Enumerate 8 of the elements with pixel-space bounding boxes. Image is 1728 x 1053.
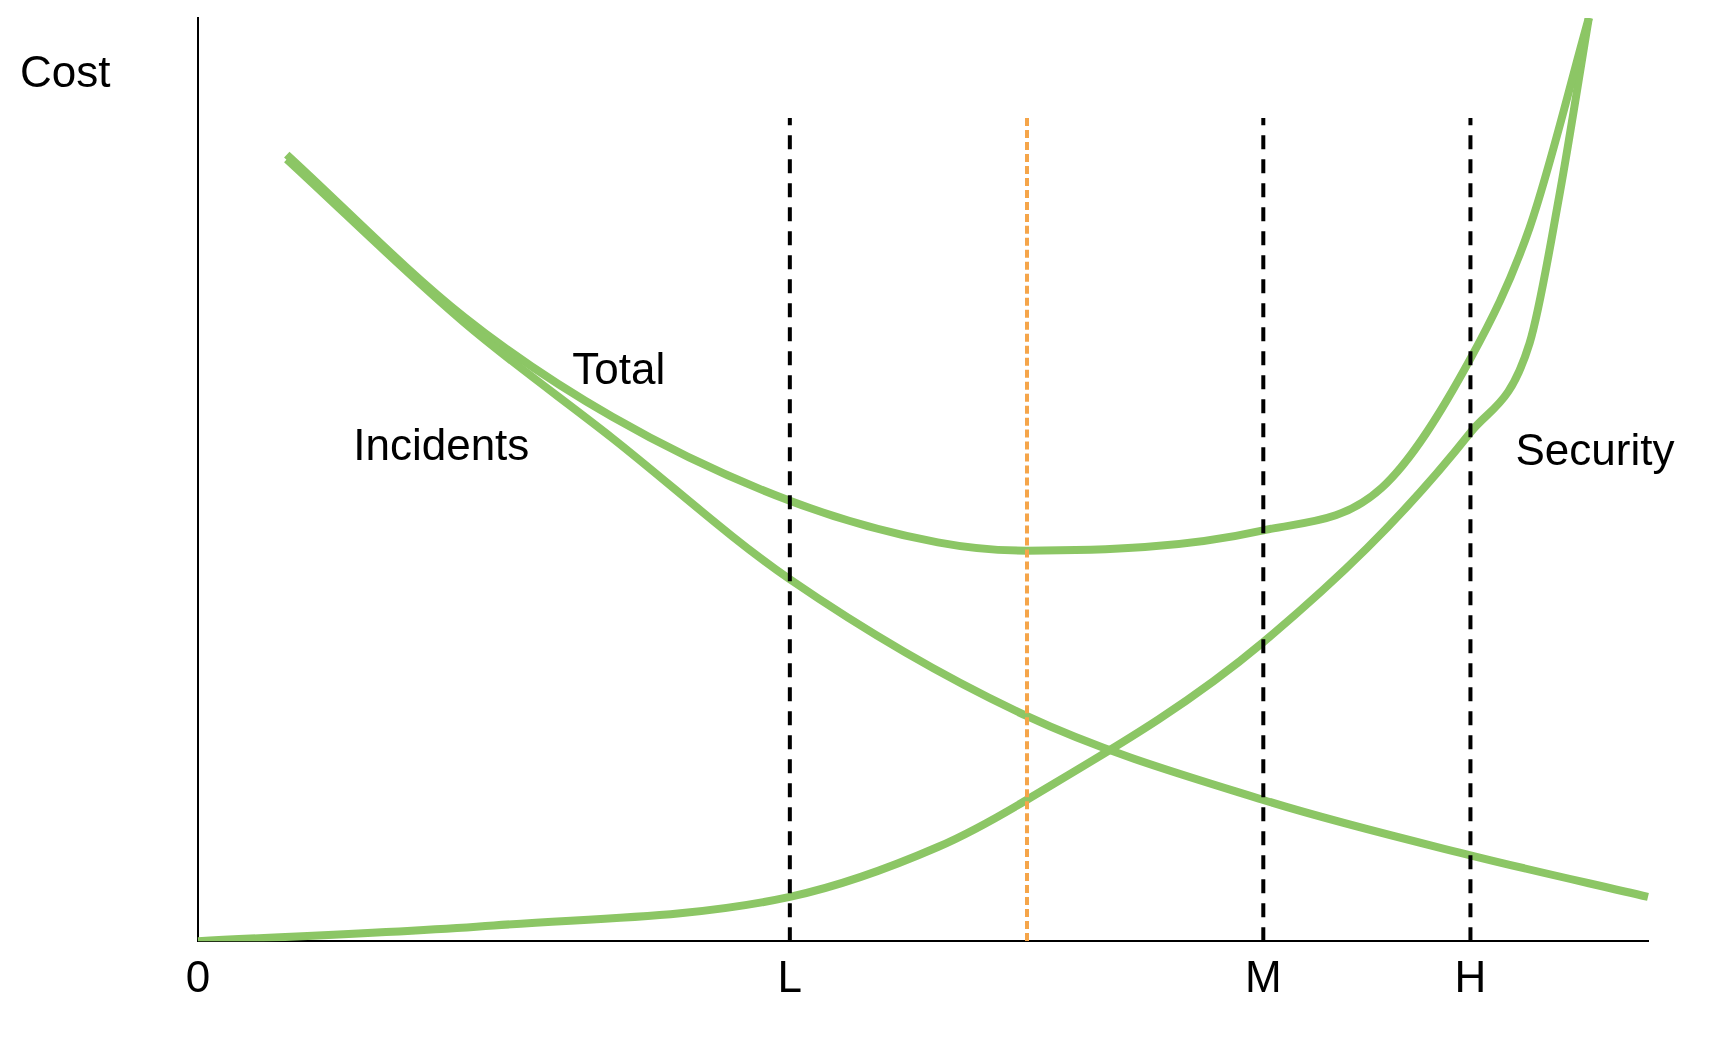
- x-tick-label: 0: [185, 951, 211, 1001]
- series-label: Incidents: [353, 419, 530, 469]
- series-label: Security: [1515, 424, 1675, 474]
- series-label: Total: [572, 343, 666, 393]
- x-tick-label: M: [1244, 951, 1282, 1001]
- x-tick-label: H: [1454, 951, 1487, 1001]
- y-axis-title: Cost: [20, 47, 111, 97]
- x-tick-label: L: [777, 951, 803, 1001]
